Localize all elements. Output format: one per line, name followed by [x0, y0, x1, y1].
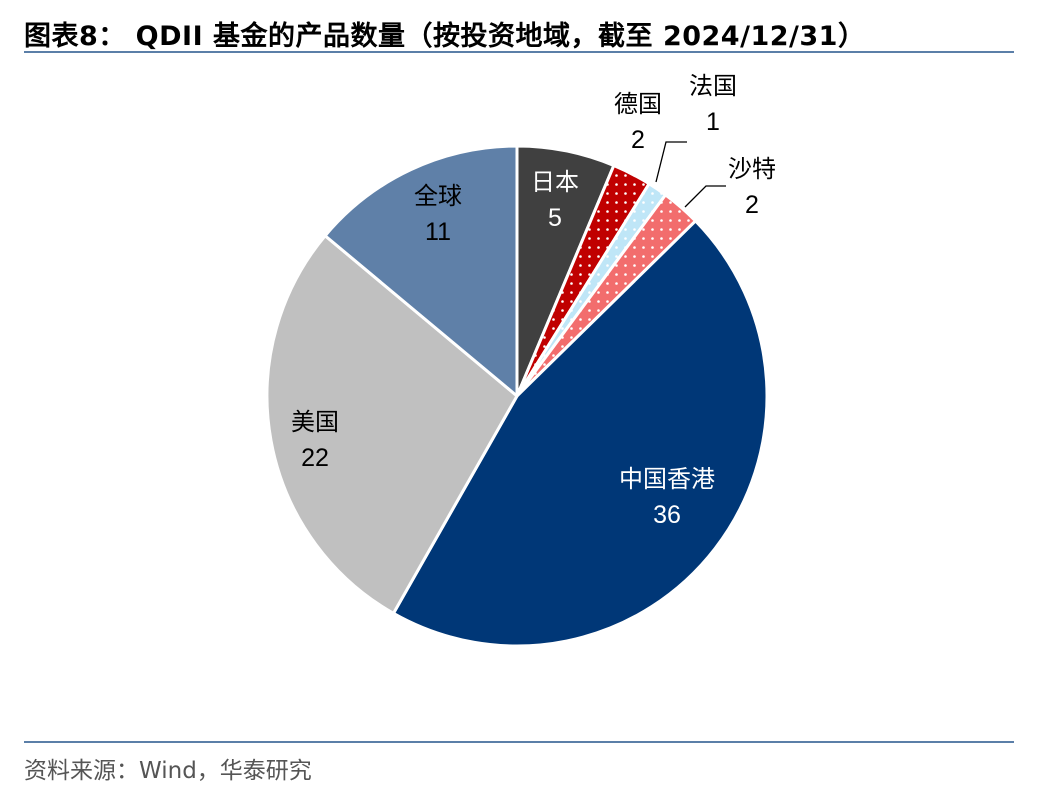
- leader-line-saudi: [684, 185, 726, 208]
- title-divider: [24, 51, 1014, 53]
- slice-value-japan: 5: [548, 204, 562, 232]
- slice-value-germany: 2: [631, 126, 645, 154]
- slice-value-hong-kong: 36: [653, 501, 681, 529]
- slice-label-global: 全球: [414, 183, 462, 210]
- leader-line-france: [655, 141, 687, 183]
- source-note: 资料来源：Wind，华泰研究: [24, 758, 312, 784]
- slice-label-hong-kong: 中国香港: [619, 466, 715, 493]
- slice-value-usa: 22: [301, 444, 329, 472]
- slice-label-france: 法国: [689, 73, 737, 100]
- footer-divider: [24, 741, 1014, 743]
- slice-label-germany: 德国: [614, 91, 662, 118]
- slice-value-france: 1: [706, 108, 720, 136]
- pie-slice-hong-kong: [391, 219, 769, 648]
- pie-slice-global: [323, 144, 519, 398]
- slice-label-japan: 日本: [531, 169, 579, 196]
- slice-label-usa: 美国: [291, 409, 339, 436]
- chart-title: 图表8： QDII 基金的产品数量（按投资地域，截至 2024/12/31）: [24, 21, 866, 52]
- pie-slice-usa: [265, 234, 519, 615]
- slice-value-saudi: 2: [745, 191, 759, 219]
- slice-value-global: 11: [425, 218, 451, 246]
- slice-label-saudi: 沙特: [728, 156, 776, 183]
